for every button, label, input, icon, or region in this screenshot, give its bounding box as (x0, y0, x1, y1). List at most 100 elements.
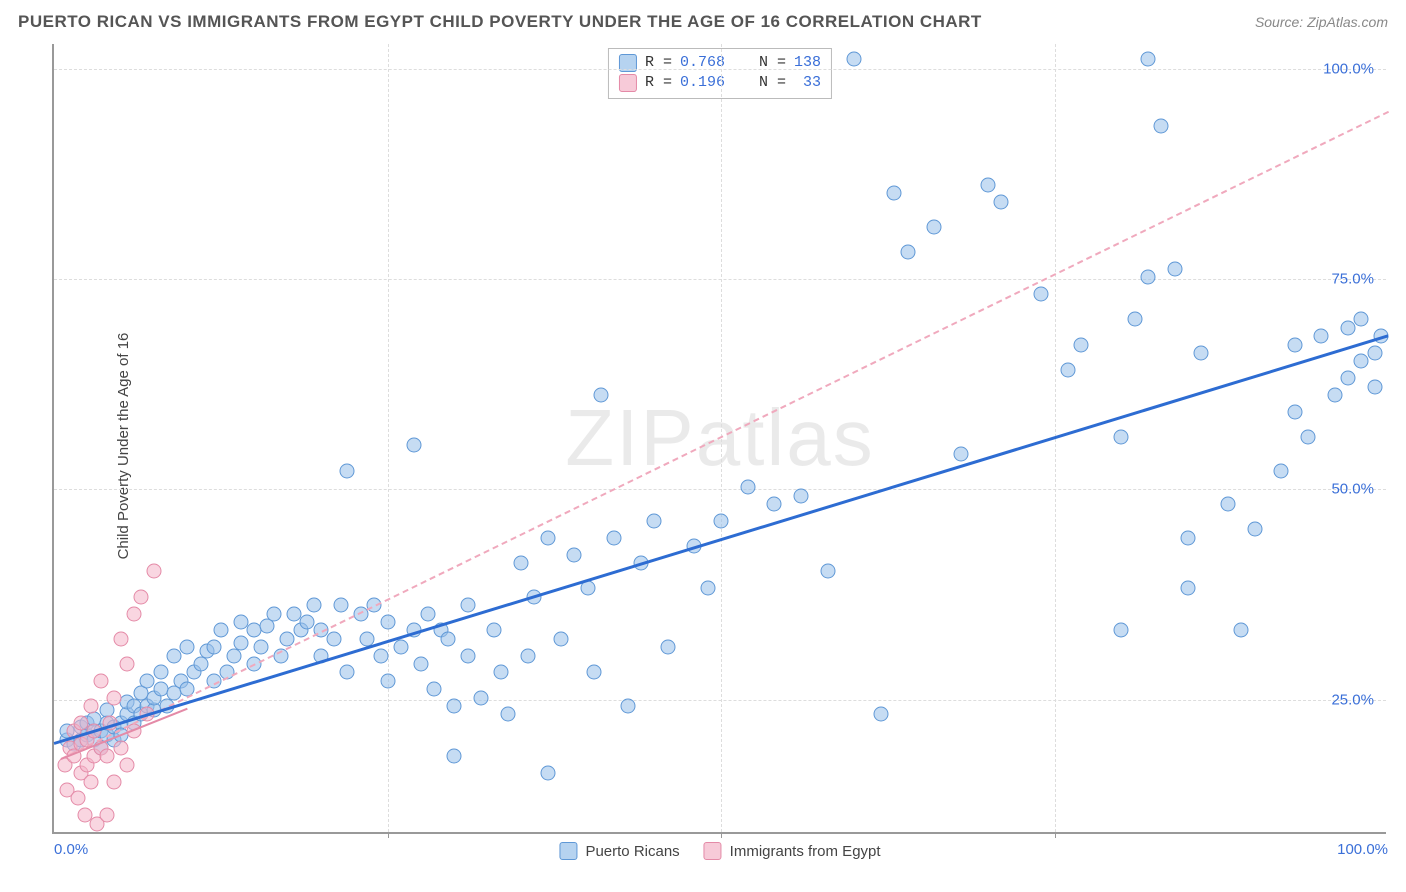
data-point (1114, 430, 1129, 445)
data-point (954, 446, 969, 461)
data-point (660, 640, 675, 655)
data-point (520, 648, 535, 663)
y-tick-label: 50.0% (1331, 481, 1374, 498)
data-point (373, 648, 388, 663)
legend-label-blue: Puerto Ricans (585, 843, 679, 860)
y-tick-label: 75.0% (1331, 271, 1374, 288)
y-tick-label: 25.0% (1331, 691, 1374, 708)
data-point (820, 564, 835, 579)
data-point (167, 648, 182, 663)
data-point (1340, 320, 1355, 335)
data-point (794, 488, 809, 503)
scatter-plot: ZIPatlas R = 0.768 N = 138 R = 0.196 N =… (52, 44, 1386, 834)
data-point (700, 581, 715, 596)
data-point (1354, 312, 1369, 327)
x-tick-label: 0.0% (54, 841, 88, 858)
data-point (267, 606, 282, 621)
data-point (127, 606, 142, 621)
data-point (1180, 530, 1195, 545)
data-point (393, 640, 408, 655)
data-point (647, 514, 662, 529)
data-point (1340, 371, 1355, 386)
data-point (473, 690, 488, 705)
data-point (120, 656, 135, 671)
data-point (113, 740, 128, 755)
data-point (107, 690, 122, 705)
data-point (447, 698, 462, 713)
y-tick-label: 100.0% (1323, 61, 1374, 78)
data-point (1234, 623, 1249, 638)
correlation-legend: R = 0.768 N = 138 R = 0.196 N = 33 (608, 48, 832, 99)
data-point (1060, 362, 1075, 377)
data-point (327, 631, 342, 646)
data-point (1247, 522, 1262, 537)
data-point (1274, 463, 1289, 478)
n-value-blue: 138 (794, 53, 821, 73)
series-legend: Puerto Ricans Immigrants from Egypt (559, 842, 880, 860)
data-point (994, 194, 1009, 209)
data-point (427, 682, 442, 697)
source-label: Source: ZipAtlas.com (1255, 14, 1388, 30)
r-label: R = (645, 73, 672, 93)
chart-title: PUERTO RICAN VS IMMIGRANTS FROM EGYPT CH… (18, 12, 982, 32)
data-point (540, 766, 555, 781)
data-point (1154, 119, 1169, 134)
data-point (100, 808, 115, 823)
data-point (307, 598, 322, 613)
data-point (207, 640, 222, 655)
data-point (1367, 345, 1382, 360)
data-point (100, 749, 115, 764)
data-point (607, 530, 622, 545)
data-point (107, 774, 122, 789)
n-value-pink: 33 (803, 74, 821, 91)
data-point (460, 598, 475, 613)
legend-label-pink: Immigrants from Egypt (730, 843, 881, 860)
data-point (1140, 51, 1155, 66)
data-point (874, 707, 889, 722)
data-point (133, 589, 148, 604)
data-point (93, 673, 108, 688)
data-point (120, 757, 135, 772)
data-point (84, 698, 99, 713)
data-point (927, 219, 942, 234)
data-point (887, 186, 902, 201)
data-point (340, 463, 355, 478)
r-value-pink: 0.196 (680, 73, 725, 93)
data-point (380, 673, 395, 688)
n-label: N = (759, 53, 786, 73)
data-point (447, 749, 462, 764)
data-point (1300, 430, 1315, 445)
data-point (113, 631, 128, 646)
data-point (767, 497, 782, 512)
legend-swatch-blue (559, 842, 577, 860)
data-point (593, 387, 608, 402)
data-point (253, 640, 268, 655)
data-point (620, 698, 635, 713)
data-point (440, 631, 455, 646)
r-label: R = (645, 53, 672, 73)
data-point (847, 51, 862, 66)
data-point (1140, 270, 1155, 285)
data-point (587, 665, 602, 680)
data-point (407, 438, 422, 453)
r-value-blue: 0.768 (680, 53, 725, 73)
data-point (1034, 287, 1049, 302)
data-point (333, 598, 348, 613)
data-point (1327, 387, 1342, 402)
data-point (500, 707, 515, 722)
data-point (740, 480, 755, 495)
data-point (213, 623, 228, 638)
data-point (1314, 329, 1329, 344)
data-point (420, 606, 435, 621)
data-point (233, 635, 248, 650)
legend-swatch-pink (704, 842, 722, 860)
data-point (1167, 261, 1182, 276)
data-point (1114, 623, 1129, 638)
data-point (980, 177, 995, 192)
data-point (553, 631, 568, 646)
data-point (71, 791, 86, 806)
data-point (487, 623, 502, 638)
data-point (1220, 497, 1235, 512)
legend-swatch-pink (619, 74, 637, 92)
n-label: N = (759, 73, 786, 93)
